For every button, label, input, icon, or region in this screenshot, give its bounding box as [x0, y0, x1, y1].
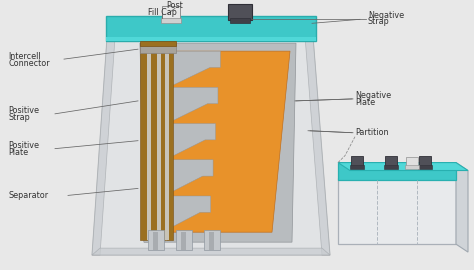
Text: Intercell: Intercell: [8, 52, 41, 61]
Polygon shape: [106, 16, 316, 41]
Polygon shape: [162, 196, 210, 232]
Text: Negative: Negative: [355, 92, 391, 100]
Polygon shape: [165, 43, 169, 240]
Bar: [230, 18, 250, 23]
Polygon shape: [167, 87, 218, 124]
Bar: [338, 178, 456, 244]
Bar: [161, 18, 181, 23]
Bar: [148, 230, 164, 250]
Polygon shape: [338, 163, 468, 171]
Text: Strap: Strap: [8, 113, 30, 122]
Bar: [140, 43, 176, 53]
Text: Partition: Partition: [355, 128, 389, 137]
Bar: [418, 164, 432, 168]
Bar: [351, 156, 363, 166]
Polygon shape: [164, 160, 213, 196]
Polygon shape: [140, 43, 296, 242]
Bar: [228, 4, 252, 20]
Polygon shape: [165, 124, 216, 160]
Text: Separator: Separator: [8, 191, 48, 200]
Polygon shape: [147, 43, 151, 240]
Text: Fill Cap: Fill Cap: [147, 8, 176, 17]
Bar: [419, 156, 431, 166]
Bar: [338, 163, 456, 180]
Bar: [176, 230, 192, 250]
Polygon shape: [92, 248, 330, 255]
Polygon shape: [162, 51, 290, 232]
Text: Connector: Connector: [8, 59, 50, 68]
Bar: [384, 164, 398, 168]
Text: Strap: Strap: [368, 17, 390, 26]
Text: Positive: Positive: [8, 141, 39, 150]
Bar: [204, 230, 220, 250]
Text: Positive: Positive: [8, 106, 39, 115]
Polygon shape: [304, 23, 330, 255]
Bar: [153, 232, 158, 250]
Text: Plate: Plate: [8, 148, 28, 157]
Polygon shape: [168, 51, 220, 87]
Polygon shape: [150, 43, 157, 240]
Bar: [406, 157, 418, 166]
Text: Negative: Negative: [368, 11, 404, 20]
Polygon shape: [456, 163, 468, 252]
Text: Plate: Plate: [355, 98, 375, 107]
Bar: [181, 232, 186, 250]
Polygon shape: [106, 37, 316, 41]
Bar: [209, 232, 214, 250]
Bar: [140, 41, 176, 46]
Bar: [405, 164, 419, 168]
Polygon shape: [157, 43, 161, 240]
Bar: [385, 156, 397, 166]
Bar: [162, 6, 180, 20]
Bar: [350, 164, 364, 168]
Polygon shape: [140, 43, 173, 242]
Polygon shape: [158, 43, 165, 240]
Text: Post: Post: [167, 1, 183, 10]
Polygon shape: [166, 43, 173, 240]
Polygon shape: [140, 43, 147, 240]
Polygon shape: [92, 23, 116, 255]
Polygon shape: [92, 23, 330, 255]
